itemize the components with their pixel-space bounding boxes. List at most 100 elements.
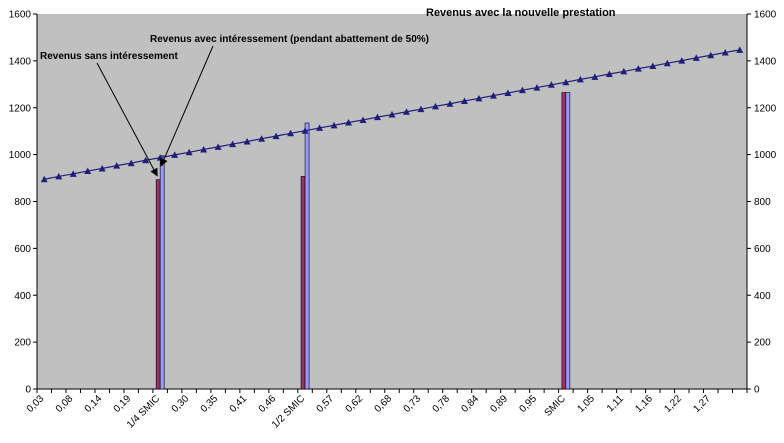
line-point-marker — [40, 175, 48, 183]
line-point-marker — [330, 121, 338, 129]
x-tick-label: 0,62 — [344, 393, 366, 415]
line-point-marker — [649, 62, 657, 70]
line-point-marker — [605, 70, 613, 77]
bar-sans-interessement — [155, 179, 161, 390]
line-point-marker — [185, 148, 193, 156]
line-point-marker — [388, 111, 396, 118]
line-point-marker — [634, 65, 642, 72]
line-point-marker — [547, 81, 555, 88]
line-point-marker — [55, 172, 63, 180]
y-tick-label-left: 200 — [14, 338, 31, 349]
x-tick-label: 0,19 — [112, 393, 134, 415]
y-tick-label-right: 1600 — [754, 10, 777, 21]
y-tick-label-left: 1000 — [9, 150, 32, 161]
annotations: Revenus avec intéressement (pendant abat… — [40, 34, 429, 177]
line-point-marker — [721, 48, 729, 56]
y-axis-right: 0 200 400 600 800 1000 1200 1400 1600 — [746, 10, 777, 396]
x-tick-label: 1,22 — [662, 393, 684, 415]
line-point-marker — [518, 86, 526, 94]
line-point-marker — [504, 89, 512, 96]
y-tick-label-left: 1200 — [9, 103, 32, 114]
x-tick-label: 1,16 — [633, 393, 655, 415]
x-tick-label: 1,11 — [605, 393, 626, 414]
line-series — [40, 46, 744, 183]
x-tick-label: 0,57 — [315, 393, 337, 415]
annotation-arrow-sans — [96, 62, 158, 177]
annotation-sans-interessement: Revenus sans intéressement — [40, 51, 179, 62]
y-tick-label-right: 0 — [754, 385, 760, 396]
line-point-marker — [316, 124, 324, 131]
line-point-marker — [736, 46, 744, 53]
line-point-marker — [243, 138, 251, 145]
line-point-marker — [142, 156, 150, 164]
y-tick-label-left: 1400 — [9, 56, 32, 67]
line-point-marker — [402, 108, 410, 115]
y-tick-label-right: 600 — [754, 244, 771, 255]
line-point-marker — [620, 67, 628, 75]
line-point-marker — [214, 143, 222, 150]
line-point-marker — [200, 145, 208, 153]
x-tick-label: 0,78 — [431, 393, 453, 415]
x-tick-label: 1,27 — [691, 393, 713, 415]
annotation-arrow-avec — [160, 45, 214, 167]
x-tick-label: SMIC — [543, 393, 568, 418]
line-point-marker — [707, 51, 715, 59]
line-point-marker — [576, 75, 584, 83]
y-tick-label-right: 200 — [754, 338, 771, 349]
x-tick-label: 0,73 — [402, 393, 424, 415]
plot-area — [37, 14, 747, 389]
y-tick-label-left: 400 — [14, 291, 31, 302]
bar-sans-interessement — [561, 92, 567, 390]
line-point-marker — [229, 140, 237, 148]
bars — [155, 92, 571, 390]
x-tick-label: 0,84 — [460, 393, 482, 415]
y-tick-label-right: 800 — [754, 197, 771, 208]
line-point-marker — [301, 127, 309, 134]
y-tick-label-right: 1000 — [754, 150, 777, 161]
line-point-marker — [678, 57, 686, 64]
line-point-marker — [171, 151, 179, 158]
y-tick-label-left: 800 — [14, 197, 31, 208]
line-point-marker — [562, 78, 570, 86]
bar-avec-interessement — [565, 92, 571, 390]
line-point-marker — [489, 92, 497, 99]
line-point-marker — [98, 164, 106, 172]
line-point-marker — [359, 116, 367, 123]
line-point-marker — [287, 129, 295, 137]
line-point-marker — [475, 94, 483, 102]
line-point-marker — [431, 102, 439, 110]
x-tick-label: 0,95 — [517, 393, 539, 415]
line-point-marker — [374, 113, 382, 121]
annotation-avec-interessement: Revenus avec intéressement (pendant abat… — [150, 34, 429, 45]
x-tick-label: 0,14 — [83, 393, 105, 415]
x-tick-label: 0,89 — [488, 393, 510, 415]
line-point-marker — [127, 159, 135, 167]
x-axis: 0,03 0,08 0,14 0,191/4 SMIC 0,30 0,35 0,41 0,46… — [25, 388, 748, 431]
x-tick-label: 0,41 — [228, 393, 250, 415]
y-tick-label-left: 0 — [25, 385, 31, 396]
bar-avec-interessement — [159, 155, 165, 390]
x-tick-label: 1,05 — [575, 393, 597, 415]
line-point-marker — [258, 135, 266, 142]
y-tick-label-left: 1600 — [9, 10, 32, 21]
line-point-marker — [591, 73, 599, 80]
x-tick-label: 0,46 — [257, 393, 279, 415]
x-tick-label: 0,30 — [170, 393, 192, 415]
bar-avec-interessement — [304, 122, 310, 390]
x-tick-label: 0,03 — [25, 393, 47, 415]
line-point-marker — [84, 167, 92, 175]
y-tick-label-right: 400 — [754, 291, 771, 302]
x-tick-label: 0,08 — [54, 393, 76, 415]
bar-sans-interessement — [300, 176, 306, 390]
y-axis-left: 0 200 400 600 800 1000 1200 1400 1600 — [9, 10, 38, 396]
line-point-marker — [533, 84, 541, 91]
line-point-marker — [272, 132, 280, 140]
chart-title: Revenus avec la nouvelle prestation — [426, 7, 616, 19]
line-point-marker — [692, 54, 700, 61]
line-point-marker — [446, 100, 454, 107]
y-tick-label-right: 1200 — [754, 103, 777, 114]
y-tick-label-right: 1400 — [754, 56, 777, 67]
line-point-marker — [69, 170, 77, 177]
line-point-marker — [113, 162, 121, 169]
